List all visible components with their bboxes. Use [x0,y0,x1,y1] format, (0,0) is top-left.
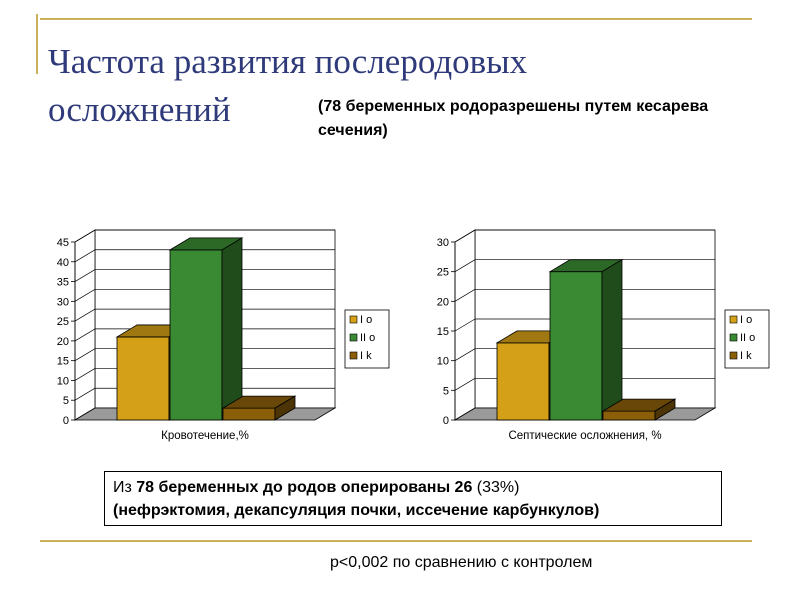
y-tick-label: 15 [57,356,69,368]
y-tick-label: 25 [57,316,69,328]
gridline [74,308,96,322]
bar-side [601,258,623,421]
gridline [74,348,96,361]
gridline [74,269,96,282]
legend-swatch [349,351,358,360]
gridline [74,387,96,401]
info-text-2: 78 беременных до родов оперированы 26 [136,479,473,496]
y-tick-label: 5 [443,385,449,397]
info-text-1: Из [113,479,137,496]
chart-bleeding-svg: 0 5 10 15 20 25 30 35 40 45 Кровотечение,% I о II о I… [57,229,390,442]
legend-label: I k [360,350,372,362]
chart-bleeding: 0 5 10 15 20 25 30 35 40 45 Кровотечение,% I о II о I… [20,220,400,450]
bar-1-0 [496,342,550,421]
chart-side-wall [74,229,96,421]
y-tick-label: 15 [437,326,449,338]
legend-swatch [349,333,358,342]
legend-swatch [729,333,738,342]
bar-side [654,398,676,421]
bar-side [221,237,243,421]
chart-septic-svg: 0 5 10 15 20 25 30 Септические осложнения, % I о… [437,229,770,442]
y-tick-label: 0 [443,415,449,427]
legend-label: I о [740,314,752,326]
bar-0-2 [222,407,276,421]
bar-1-2 [602,410,656,421]
y-tick-label: 0 [63,415,69,427]
info-text-3: (33%) [472,479,520,496]
chart-septic: 0 5 10 15 20 25 30 Септические осложнения, % I о… [400,220,780,450]
info-text-4: (нефрэктомия, декапсуляция почки, иссече… [113,502,600,519]
gridline [74,229,96,243]
bar-1-1 [549,271,603,421]
bar-side [274,395,296,421]
legend-swatch [729,351,738,360]
y-tick-label: 30 [437,237,449,249]
gridline [74,289,96,302]
y-tick-label: 10 [57,375,69,387]
frame-left-line [36,14,38,74]
gridline [454,348,476,361]
x-category-label: Кровотечение,% [161,430,249,442]
legend-label: I о [360,314,372,326]
legend-label: II о [740,332,755,344]
legend-swatch [729,315,738,324]
legend-label: II о [360,332,375,344]
slide-subtitle: (78 беременных родоразрешены путем кесар… [318,98,709,139]
gridline [454,289,476,302]
y-tick-label: 40 [57,257,69,269]
gridline [454,229,476,243]
gridline [454,259,476,272]
slide-title: Частота развития послеродовых осложнений [48,42,528,129]
gridline [74,249,96,263]
frame-bottom-line [40,540,752,542]
gridline [74,368,96,381]
y-tick-label: 25 [437,267,449,279]
bar-0-0 [116,336,170,421]
legend-label: I k [740,350,752,362]
y-tick-label: 30 [57,296,69,308]
y-tick-label: 45 [57,237,69,249]
bar-0-1 [169,249,223,421]
y-tick-label: 5 [63,395,69,407]
gridline [74,328,96,342]
info-box: Из 78 беременных до родов оперированы 26… [104,471,722,526]
y-tick-label: 35 [57,277,69,289]
frame-top-line [40,18,752,20]
gridline [454,378,476,391]
legend-swatch [349,315,358,324]
y-tick-label: 20 [57,336,69,348]
x-category-label: Септические осложнения, % [508,430,661,442]
y-tick-label: 20 [437,296,449,308]
footnote-pvalue: р<0,002 по сравнению с контролем [330,554,593,571]
gridline [454,318,476,332]
y-tick-label: 10 [437,356,449,368]
